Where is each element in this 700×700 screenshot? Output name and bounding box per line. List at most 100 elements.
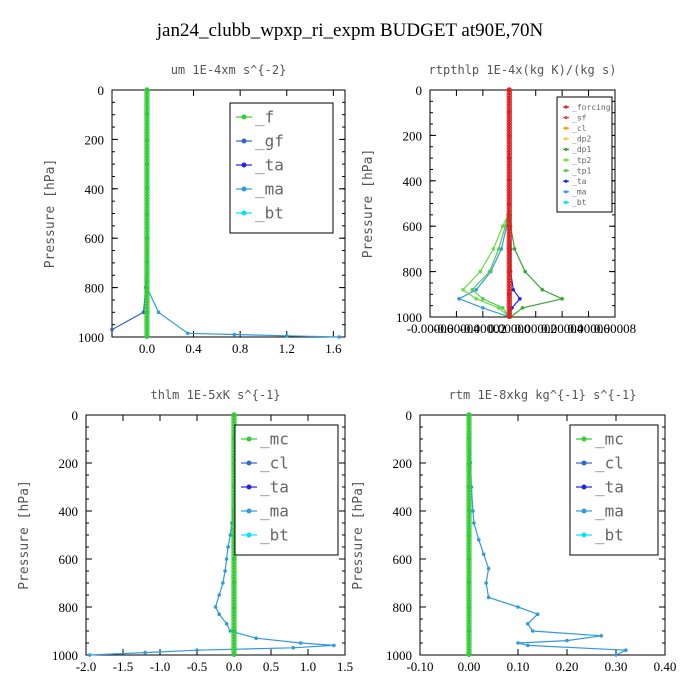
data-point [481,552,486,556]
data-point [520,306,525,310]
data-point [284,333,289,338]
data-point [337,335,341,339]
x-tick-label: -0.00006 [407,321,454,336]
data-point [523,269,527,274]
x-tick-label: -1.0 [150,659,171,674]
data-point [624,648,628,652]
legend-swatch-marker [564,158,568,162]
legend-label: _bt [595,526,624,545]
legend-label: _bt [255,204,284,223]
legend-label: _ma [595,502,624,521]
data-point [565,638,569,643]
data-point [518,297,522,301]
legend-swatch-marker [564,137,568,141]
y-tick-label: 200 [393,456,413,471]
y-tick-label: 800 [85,281,105,296]
data-point [195,648,199,652]
legend-swatch-marker [246,484,252,490]
x-tick-label: 1.5 [337,659,353,674]
data-point [484,581,488,585]
series-line [471,90,510,318]
x-tick-label: 0.5 [263,659,279,674]
legend: _mc _cl _ta _ma _bt [234,424,339,556]
x-tick-label: 1.0 [300,659,316,674]
legend-swatch-marker [241,138,247,144]
x-tick-label: 0.8 [232,341,248,356]
data-point [500,224,505,228]
zero-marker-column [144,87,150,339]
y-tick-label: 0 [416,83,423,98]
legend-item-bt: _bt [236,204,284,223]
legend-label: _cl [572,124,587,133]
legend-swatch-marker [564,126,568,130]
legend-swatch-marker [246,508,252,514]
legend-swatch-marker [564,200,568,204]
legend-item-ta: _ta [236,156,284,175]
chart-title: thlm 1E-5xK s^{-1} [150,388,280,402]
data-point [224,557,229,561]
zero-marker-column [466,412,472,657]
y-tick-label: 400 [59,504,79,519]
y-tick-label: 200 [85,132,105,147]
y-axis-label: Pressure [hPa] [17,480,32,590]
y-tick-label: 0 [406,408,413,423]
data-point [141,310,146,315]
data-point [185,331,190,336]
legend-item-tp2: _tp2 [563,156,591,165]
data-point [228,533,233,537]
chart-panel-4: rtm 1E-8xkg kg^{-1} s^{-1} Pressure [hPa]… [351,388,676,674]
y-tick-label: 0 [98,83,105,98]
series-line [508,90,564,318]
data-point [228,629,233,633]
data-point [213,605,218,609]
series-line [468,414,627,656]
legend-item-ma: _ma [563,188,587,197]
data-point [481,306,485,310]
legend-swatch-marker [581,484,587,490]
legend-label: _ta [260,478,289,497]
legend-swatch-marker [564,179,568,183]
legend-item-ta: _ta [563,177,587,186]
y-tick-label: 800 [59,600,79,615]
legend-label: _bt [572,198,587,207]
x-tick-label: 0.00008 [594,321,636,336]
legend-label: _mc [260,430,289,449]
data-point [472,521,476,525]
data-point [232,332,237,337]
legend-swatch-marker [581,532,587,538]
chart-panel-2: rtpthlp 1E-4x(kg K)/(kg s) Pressure [hPa]… [361,63,636,336]
legend-item-sf: _sf [563,113,587,122]
legend-swatch-marker [564,116,568,120]
y-tick-label: 600 [85,231,105,246]
data-point [291,646,296,650]
data-point [512,247,517,251]
data-point [471,509,475,513]
legend-item-cl: _cl [576,454,624,473]
legend-label: _mc [595,430,624,449]
y-axis-label: Pressure [hPa] [43,159,58,269]
x-tick-label: -0.00004 [433,321,480,336]
legend-item-forcing: _forcing [563,103,611,112]
x-tick-label: 0.00006 [567,321,610,336]
chart-panel-3: thlm 1E-5xK s^{-1} Pressure [hPa] 0 200 400 6… [17,388,353,674]
series-line [111,90,148,331]
data-point [332,643,336,648]
data-point [540,287,545,292]
legend-item-tp1: _tp1 [563,166,591,175]
data-point [500,306,505,310]
data-point [486,595,491,600]
x-tick-label: 1.6 [325,341,342,356]
legend-label: _sf [572,113,587,122]
legend-swatch-marker [246,460,252,466]
data-point [496,306,501,310]
x-tick-label: 0.0 [226,659,242,674]
legend-label: _cl [260,454,289,473]
data-point [226,545,230,549]
legend-item-gf: _gf [236,132,284,151]
legend-label: _ta [572,177,587,186]
x-tick-label: 0.00004 [541,321,584,336]
legend-swatch-marker [581,508,587,514]
legend-item-mc: _mc [241,430,289,449]
data-point [499,247,504,251]
legend-swatch-marker [246,532,252,538]
